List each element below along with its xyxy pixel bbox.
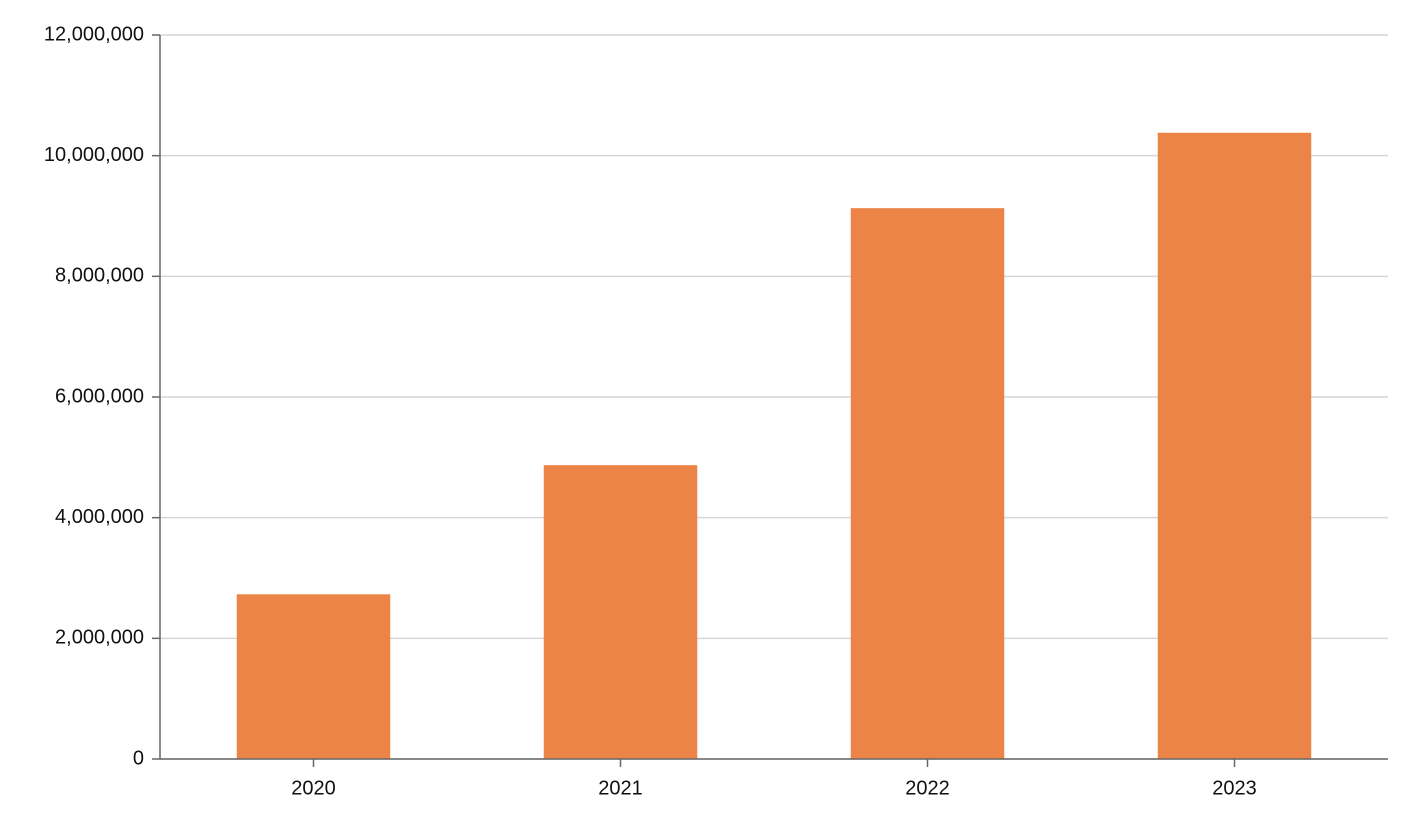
- bar: [850, 208, 1005, 759]
- x-tick-label: 2021: [598, 777, 643, 799]
- x-tick-label: 2022: [905, 777, 950, 799]
- y-tick-label: 12,000,000: [44, 23, 144, 45]
- bar: [543, 465, 698, 759]
- y-tick-label: 8,000,000: [55, 265, 144, 287]
- y-tick-label: 2,000,000: [55, 627, 144, 649]
- y-tick-label: 4,000,000: [55, 506, 144, 528]
- y-tick-label: 0: [133, 747, 144, 769]
- y-tick-label: 10,000,000: [44, 144, 144, 166]
- x-tick-label: 2023: [1212, 777, 1257, 799]
- bar: [1157, 132, 1312, 760]
- x-tick-label: 2020: [291, 777, 336, 799]
- y-tick-label: 6,000,000: [55, 385, 144, 407]
- bar: [236, 594, 391, 759]
